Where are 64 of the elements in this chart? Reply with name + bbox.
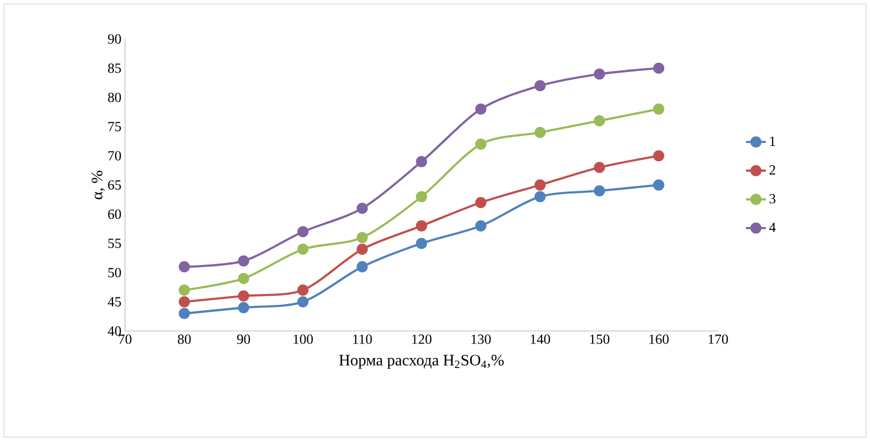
point — [178, 284, 190, 296]
point — [653, 150, 664, 162]
point — [534, 80, 546, 92]
x-tick-label: 160 — [649, 334, 669, 344]
point — [594, 185, 605, 196]
x-tick-label: 120 — [412, 334, 432, 344]
point — [297, 296, 308, 308]
point — [653, 104, 664, 115]
point — [238, 255, 250, 266]
y-tick-label: 85 — [108, 63, 121, 73]
x-tick-label: 150 — [590, 334, 610, 344]
x-tick-label: 100 — [294, 334, 313, 344]
y-axis-title: α, % — [92, 170, 105, 200]
point — [356, 261, 368, 272]
point — [238, 272, 250, 284]
x-tick-label: 110 — [353, 334, 372, 344]
point — [178, 308, 190, 320]
point — [475, 220, 486, 232]
point — [416, 220, 428, 232]
y-tick-label: 75 — [108, 122, 121, 132]
point — [653, 62, 664, 74]
point — [594, 162, 605, 174]
y-tick-label: 60 — [108, 209, 121, 219]
point — [416, 191, 428, 202]
point — [475, 196, 486, 208]
x-tick-label: 140 — [530, 334, 550, 344]
legend-label: 2 — [770, 165, 776, 175]
legend-label: 3 — [770, 194, 776, 204]
point — [356, 244, 368, 255]
x-tick-label: 80 — [178, 334, 191, 344]
y-tick-label: 80 — [108, 92, 121, 102]
y-tick-label: 40 — [108, 326, 121, 336]
y-tick-label: 45 — [108, 297, 121, 306]
point — [475, 104, 486, 115]
x-tick-label: 90 — [237, 334, 250, 344]
point — [178, 296, 190, 308]
point — [297, 284, 308, 296]
y-tick-label: 50 — [108, 268, 121, 278]
x-axis-title: Норма расхода H$_{2}$SO$_{4}$,% — [339, 354, 504, 369]
point — [594, 68, 605, 80]
point — [238, 290, 250, 302]
x-tick-label: 130 — [472, 334, 491, 344]
point — [534, 126, 546, 138]
y-tick-label: 90 — [108, 34, 121, 44]
point — [297, 226, 308, 238]
point — [534, 191, 546, 202]
point — [475, 138, 486, 150]
y-tick-label: 55 — [108, 238, 121, 248]
point — [297, 244, 308, 255]
point — [594, 115, 605, 126]
y-tick-label: 70 — [108, 151, 121, 161]
point — [356, 202, 368, 214]
point — [356, 232, 368, 244]
x-tick-label: 170 — [708, 334, 728, 344]
point — [416, 238, 428, 249]
point — [534, 179, 546, 191]
point — [178, 261, 190, 272]
legend-label: 4 — [769, 222, 776, 232]
point — [416, 156, 428, 168]
point — [653, 179, 664, 191]
y-tick-label: 65 — [108, 180, 121, 190]
x-tick-label: 70 — [118, 334, 132, 344]
point — [238, 302, 250, 314]
legend-label: 1 — [770, 136, 776, 146]
